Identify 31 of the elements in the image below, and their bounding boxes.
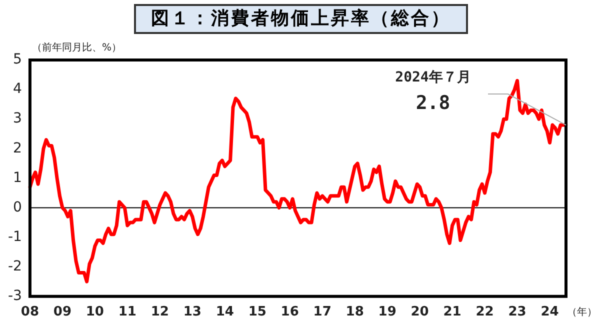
x-tick-label: 10 xyxy=(86,304,104,320)
x-tick-label: 17 xyxy=(313,304,332,320)
y-tick-label: -3 xyxy=(8,288,22,304)
y-tick-label: 5 xyxy=(13,52,22,68)
chart-title: 図１：消費者物価上昇率（総合） xyxy=(134,4,468,34)
x-tick-label: 24 xyxy=(540,304,559,320)
x-tick-label: 09 xyxy=(53,304,72,320)
y-axis-title: （前年同月比、%） xyxy=(32,42,122,54)
x-tick-label: 16 xyxy=(280,304,299,320)
y-tick-label: -2 xyxy=(8,258,22,274)
annotation: 2.8 xyxy=(416,92,450,114)
y-tick-label: -1 xyxy=(8,228,22,245)
annotation: 2024年７月 xyxy=(395,70,471,86)
y-tick-label: 1 xyxy=(13,170,22,186)
x-tick-label: 22 xyxy=(476,304,494,320)
x-tick-label: 12 xyxy=(150,304,169,320)
x-tick-label: 20 xyxy=(410,304,429,320)
x-axis-title: （年） xyxy=(567,306,597,318)
x-tick-label: 23 xyxy=(508,304,526,320)
y-tick-label: 3 xyxy=(13,110,22,127)
x-tick-label: 21 xyxy=(443,304,462,320)
x-tick-label: 19 xyxy=(378,304,396,320)
x-tick-label: 13 xyxy=(183,304,202,320)
y-tick-label: 2 xyxy=(13,140,22,156)
x-tick-label: 18 xyxy=(346,304,364,320)
y-tick-label: 4 xyxy=(13,81,22,98)
x-tick-label: 08 xyxy=(20,304,40,320)
x-tick-label: 11 xyxy=(118,304,136,320)
x-tick-label: 14 xyxy=(216,304,234,320)
y-tick-label: 0 xyxy=(13,199,22,216)
x-tick-label: 15 xyxy=(248,304,266,320)
